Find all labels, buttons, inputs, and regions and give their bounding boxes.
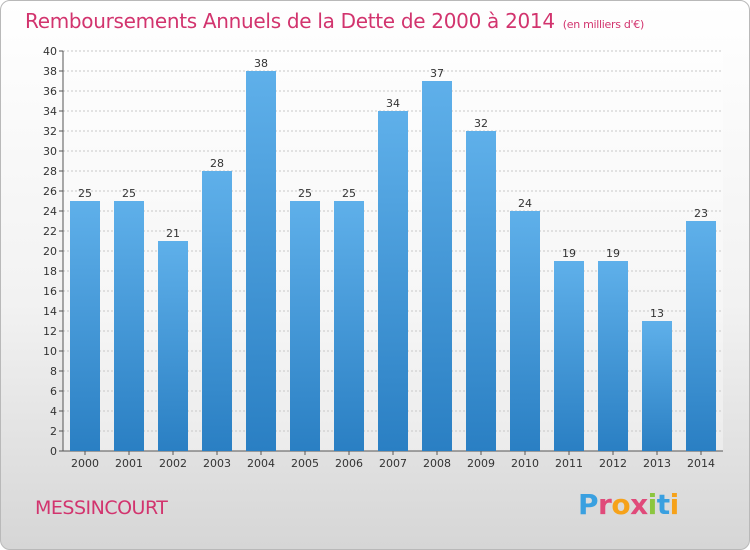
y-tick-label: 22 — [43, 225, 57, 238]
x-tick-label: 2008 — [423, 457, 451, 470]
x-tick-label: 2012 — [599, 457, 627, 470]
logo-letter: i — [669, 488, 680, 521]
y-tick-label: 8 — [50, 365, 57, 378]
data-label: 28 — [210, 157, 224, 170]
bar — [554, 261, 584, 451]
y-tick-label: 28 — [43, 165, 57, 178]
y-tick-label: 30 — [43, 145, 57, 158]
proxiti-logo: Proxiti — [578, 488, 679, 521]
bar — [466, 131, 496, 451]
bar — [686, 221, 716, 451]
y-tick-label: 14 — [43, 305, 57, 318]
bar — [202, 171, 232, 451]
x-tick-label: 2011 — [555, 457, 583, 470]
logo-letter: r — [598, 488, 612, 521]
bar — [290, 201, 320, 451]
y-tick-label: 26 — [43, 185, 57, 198]
y-tick-label: 40 — [43, 45, 57, 58]
x-tick-label: 2005 — [291, 457, 319, 470]
x-tick-label: 2006 — [335, 457, 363, 470]
x-tick-label: 2003 — [203, 457, 231, 470]
x-tick-label: 2000 — [71, 457, 99, 470]
bar — [422, 81, 452, 451]
bar — [598, 261, 628, 451]
data-label: 25 — [342, 187, 356, 200]
y-tick-label: 24 — [43, 205, 57, 218]
y-tick-label: 38 — [43, 65, 57, 78]
x-tick-label: 2014 — [687, 457, 715, 470]
bar — [246, 71, 276, 451]
data-label: 24 — [518, 197, 532, 210]
data-label: 25 — [122, 187, 136, 200]
y-tick-label: 4 — [50, 405, 57, 418]
data-label: 34 — [386, 97, 400, 110]
data-label: 21 — [166, 227, 180, 240]
bar — [378, 111, 408, 451]
bar — [510, 211, 540, 451]
y-tick-label: 34 — [43, 105, 57, 118]
y-tick-label: 18 — [43, 265, 57, 278]
title-text: Remboursements Annuels de la Dette de 20… — [25, 9, 555, 33]
y-tick-label: 6 — [50, 385, 57, 398]
data-label: 25 — [78, 187, 92, 200]
bar — [70, 201, 100, 451]
data-label: 25 — [298, 187, 312, 200]
logo-letter: P — [578, 488, 599, 521]
x-tick-label: 2004 — [247, 457, 275, 470]
x-tick-label: 2013 — [643, 457, 671, 470]
bar — [642, 321, 672, 451]
city-name: MESSINCOURT — [35, 497, 168, 519]
data-label: 23 — [694, 207, 708, 220]
x-tick-label: 2002 — [159, 457, 187, 470]
y-tick-label: 32 — [43, 125, 57, 138]
y-tick-label: 2 — [50, 425, 57, 438]
logo-letter: o — [611, 488, 631, 521]
y-tick-label: 12 — [43, 325, 57, 338]
data-label: 38 — [254, 57, 268, 70]
bar — [334, 201, 364, 451]
logo-letter: i — [647, 488, 658, 521]
bar — [114, 201, 144, 451]
x-tick-label: 2001 — [115, 457, 143, 470]
y-tick-label: 16 — [43, 285, 57, 298]
x-tick-label: 2010 — [511, 457, 539, 470]
x-tick-label: 2007 — [379, 457, 407, 470]
x-tick-label: 2009 — [467, 457, 495, 470]
logo-letter: t — [656, 488, 670, 521]
data-label: 19 — [606, 247, 620, 260]
bar — [158, 241, 188, 451]
chart-title: Remboursements Annuels de la Dette de 20… — [25, 9, 644, 33]
y-tick-label: 36 — [43, 85, 57, 98]
logo-letter: x — [630, 488, 648, 521]
data-label: 37 — [430, 67, 444, 80]
y-tick-label: 10 — [43, 345, 57, 358]
y-tick-label: 20 — [43, 245, 57, 258]
title-unit: (en milliers d'€) — [562, 18, 644, 31]
data-label: 13 — [650, 307, 664, 320]
data-label: 32 — [474, 117, 488, 130]
y-tick-label: 0 — [50, 445, 57, 458]
data-label: 19 — [562, 247, 576, 260]
